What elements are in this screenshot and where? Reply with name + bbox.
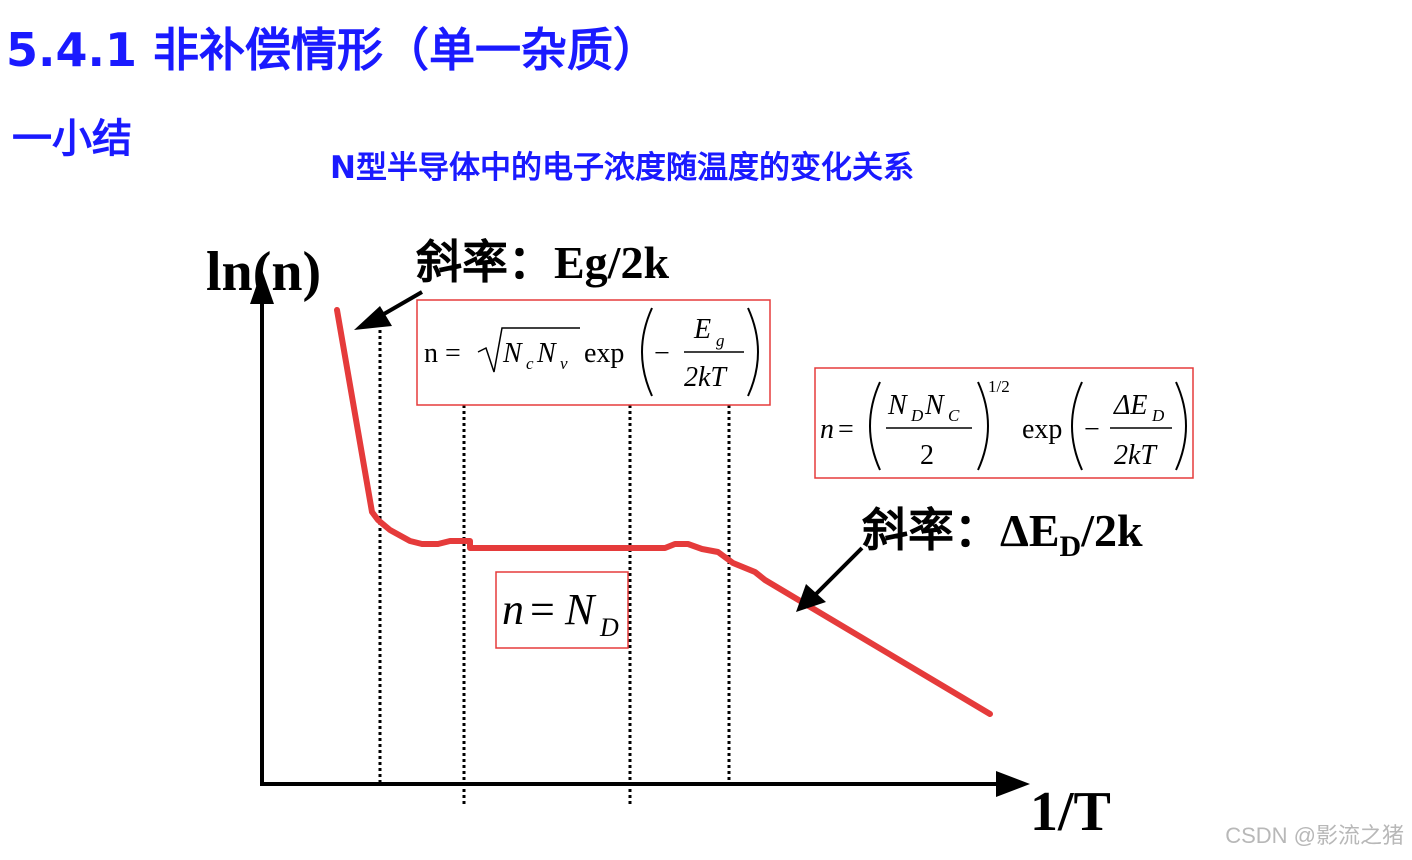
svg-text:n: n bbox=[502, 585, 524, 634]
svg-text:N: N bbox=[564, 585, 597, 634]
svg-text:2kT: 2kT bbox=[684, 362, 728, 393]
svg-text:2: 2 bbox=[920, 440, 934, 471]
slope-high-arrowhead bbox=[354, 306, 392, 330]
watermark: CSDN @影流之猪 bbox=[1225, 823, 1404, 848]
svg-text:g: g bbox=[716, 331, 725, 350]
saturation-formula: n = N D bbox=[502, 585, 619, 642]
x-axis-arrowhead bbox=[996, 771, 1030, 797]
slope-high-label: 斜率：Eg/2k bbox=[416, 237, 669, 288]
svg-text:N: N bbox=[924, 390, 945, 421]
svg-text:D: D bbox=[599, 613, 619, 642]
intrinsic-formula-box bbox=[416, 299, 771, 406]
svg-text:E: E bbox=[693, 314, 711, 345]
slope-low-subscript: D bbox=[1060, 530, 1082, 563]
saturation-formula-box bbox=[495, 571, 629, 649]
svg-text:v: v bbox=[560, 354, 568, 373]
svg-text:ΔE: ΔE bbox=[1113, 390, 1148, 421]
svg-text:−: − bbox=[1084, 414, 1100, 445]
slope-low-suffix: /2k bbox=[1080, 505, 1143, 556]
svg-text:D: D bbox=[910, 406, 924, 425]
svg-text:N: N bbox=[502, 338, 523, 369]
svg-text:C: C bbox=[948, 406, 960, 425]
slide-subtitle: 一小结 bbox=[12, 116, 132, 162]
y-axis-arrowhead bbox=[250, 270, 274, 304]
svg-text:exp: exp bbox=[584, 338, 624, 369]
svg-text:N: N bbox=[887, 390, 908, 421]
intrinsic-formula: n = N c N v exp − E g 2kT bbox=[424, 307, 759, 397]
slide-title: 5.4.1 非补偿情形（单一杂质） bbox=[6, 23, 659, 77]
diagram-caption: N型半导体中的电子浓度随温度的变化关系 bbox=[330, 150, 914, 186]
svg-text:D: D bbox=[1151, 406, 1165, 425]
svg-text:c: c bbox=[526, 354, 534, 373]
svg-text:1/2: 1/2 bbox=[988, 377, 1010, 396]
svg-text:n =: n = bbox=[424, 338, 461, 369]
slope-low-label: 斜率：ΔED/2k bbox=[862, 505, 1143, 563]
svg-text:=: = bbox=[530, 585, 555, 634]
slope-low-arrowhead bbox=[796, 584, 826, 612]
svg-text:2kT: 2kT bbox=[1114, 440, 1158, 471]
svg-text:−: − bbox=[654, 338, 670, 369]
slope-low-arrow bbox=[808, 546, 864, 602]
x-axis-label: 1/T bbox=[1030, 781, 1111, 843]
y-axis-label: ln(n) bbox=[206, 241, 321, 303]
slope-low-prefix: 斜率：ΔE bbox=[862, 505, 1060, 556]
svg-text:n: n bbox=[820, 414, 834, 445]
ln-n-curve bbox=[334, 307, 993, 717]
freezeout-formula-box bbox=[814, 367, 1194, 479]
svg-text:N: N bbox=[536, 338, 557, 369]
svg-text:=: = bbox=[838, 414, 854, 445]
svg-text:exp: exp bbox=[1022, 414, 1062, 445]
freezeout-formula: n = N D N C 2 1/2 exp − ΔE D 2kT bbox=[820, 377, 1187, 471]
